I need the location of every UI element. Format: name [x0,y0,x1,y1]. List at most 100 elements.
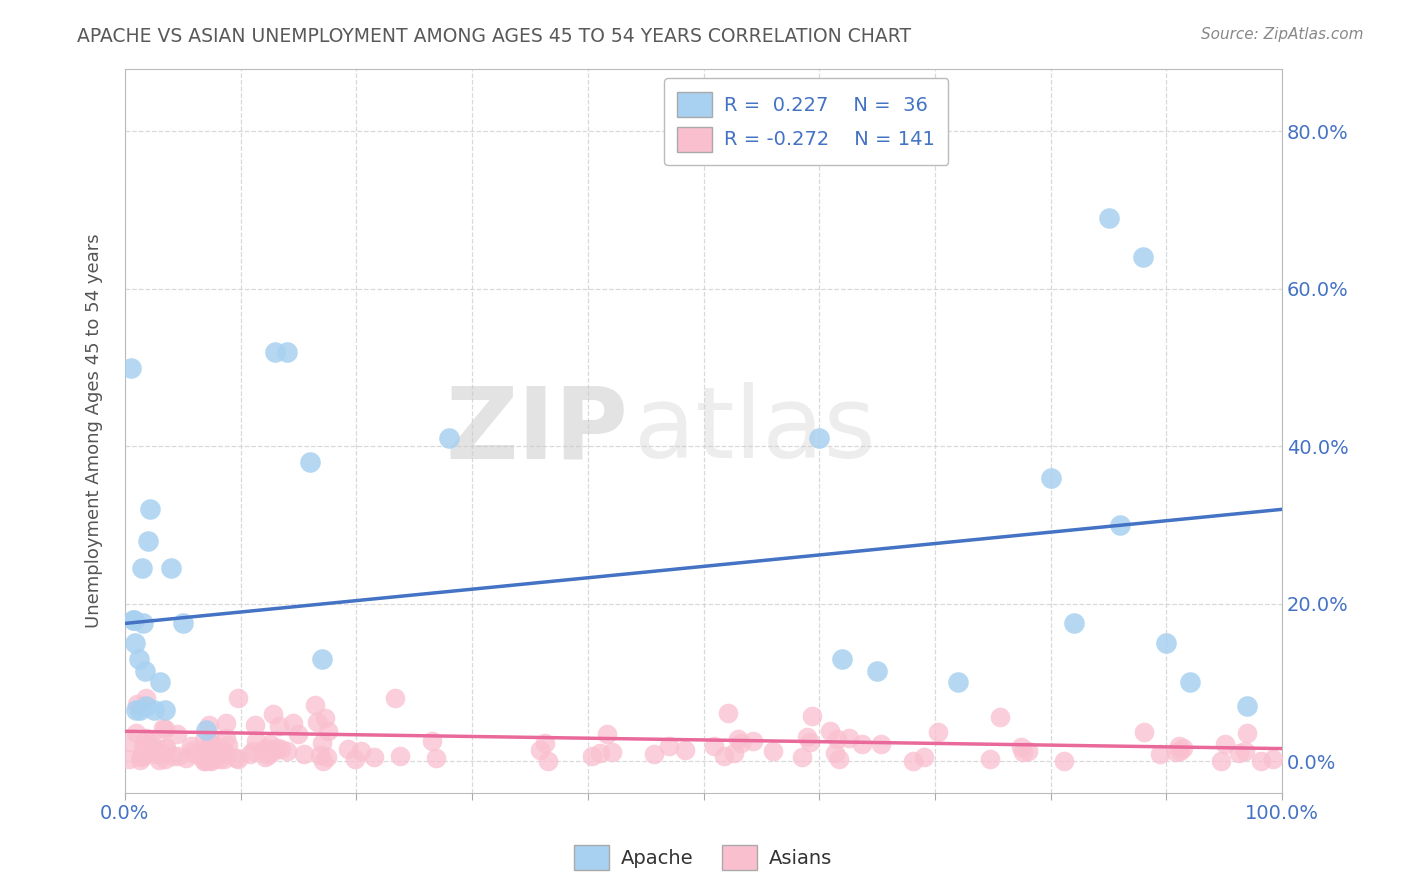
Point [212,744,235,758]
Point [145,743,167,757]
Point [211,746,233,760]
Point [128,652,150,666]
Point [194,754,217,768]
Point [162,749,184,764]
Text: APACHE VS ASIAN UNEMPLOYMENT AMONG AGES 45 TO 54 YEARS CORRELATION CHART: APACHE VS ASIAN UNEMPLOYMENT AMONG AGES … [77,27,911,45]
Point [215,746,238,760]
Point [152,721,174,735]
Text: Source: ZipAtlas.com: Source: ZipAtlas.com [1201,27,1364,42]
Point [344,752,367,766]
Point [831,652,853,666]
Point [214,715,236,730]
Point [195,740,218,755]
Point [193,732,215,747]
Point [537,754,560,768]
Point [946,675,969,690]
Point [1012,745,1035,759]
Point [155,740,177,755]
Point [245,734,267,748]
Point [257,748,280,763]
Point [225,751,247,765]
Point [180,739,202,754]
Point [181,744,204,758]
Point [202,750,225,764]
Point [215,731,238,745]
Point [762,744,785,758]
Legend: Apache, Asians: Apache, Asians [567,838,839,878]
Point [979,751,1001,765]
Point [311,652,333,666]
Point [131,561,153,575]
Point [148,675,170,690]
Point [827,731,849,746]
Point [311,736,333,750]
Point [172,616,194,631]
Y-axis label: Unemployment Among Ages 45 to 54 years: Unemployment Among Ages 45 to 54 years [86,234,103,628]
Point [217,738,239,752]
Point [200,735,222,749]
Point [799,735,821,749]
Point [118,735,141,749]
Point [134,664,156,678]
Point [315,750,337,764]
Text: atlas: atlas [634,382,876,479]
Point [122,613,145,627]
Point [384,691,406,706]
Point [228,751,250,765]
Point [129,754,152,768]
Point [135,699,157,714]
Point [1168,744,1191,758]
Point [142,703,165,717]
Point [155,703,177,717]
Point [1250,754,1272,768]
Point [194,749,217,764]
Point [658,739,681,754]
Point [281,716,304,731]
Point [209,752,232,766]
Point [155,740,177,755]
Point [287,727,309,741]
Point [131,739,153,753]
Point [870,737,893,751]
Point [742,734,765,748]
Point [337,742,360,756]
Point [1261,752,1284,766]
Point [292,747,315,762]
Point [790,750,813,764]
Point [267,719,290,733]
Point [260,745,283,759]
Point [139,733,162,747]
Point [818,723,841,738]
Point [135,731,157,745]
Legend: R =  0.227    N =  36, R = -0.272    N = 141: R = 0.227 N = 36, R = -0.272 N = 141 [664,78,949,165]
Point [1132,251,1154,265]
Point [717,706,740,721]
Point [136,533,159,548]
Point [139,736,162,750]
Point [212,752,235,766]
Point [1039,471,1062,485]
Point [122,613,145,627]
Point [796,730,818,744]
Point [205,740,228,755]
Point [134,739,156,753]
Point [276,744,298,758]
Point [1233,743,1256,757]
Point [1010,740,1032,755]
Point [600,745,623,759]
Point [643,747,665,762]
Point [437,432,460,446]
Point [143,747,166,761]
Point [256,741,278,756]
Point [927,724,949,739]
Point [1178,675,1201,690]
Point [200,731,222,746]
Point [200,754,222,768]
Point [1097,211,1119,225]
Point [160,561,183,575]
Point [838,731,860,745]
Point [1132,724,1154,739]
Point [259,737,281,751]
Point [1109,518,1132,533]
Point [270,742,292,756]
